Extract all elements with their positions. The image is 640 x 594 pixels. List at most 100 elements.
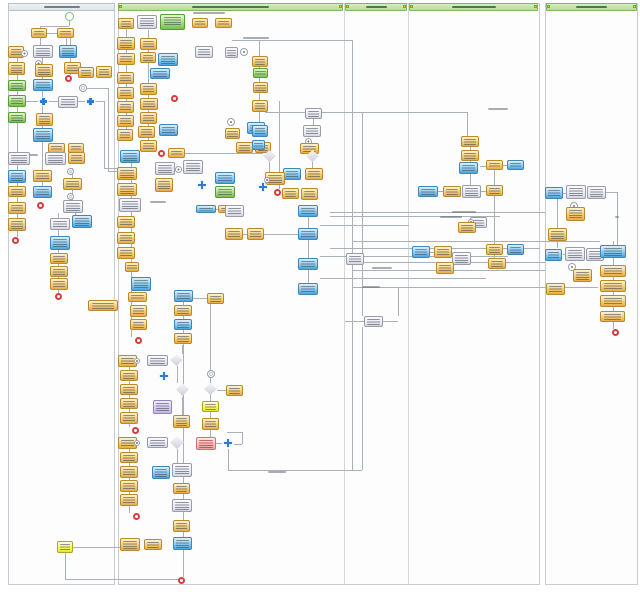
task-node[interactable] [57,28,74,38]
start-event[interactable] [65,12,74,21]
task-node[interactable] [301,188,318,200]
task-node[interactable] [168,148,185,158]
task-node[interactable] [174,305,192,316]
task-node[interactable] [225,228,243,240]
task-node[interactable] [120,452,138,463]
gateway-exclusive[interactable] [306,150,319,162]
end-event[interactable] [612,329,619,336]
task-node[interactable] [33,79,53,91]
lane-collapse-marker[interactable] [547,5,550,8]
task-node[interactable] [117,87,134,99]
task-node[interactable] [50,236,70,250]
task-node[interactable] [117,232,135,244]
task-node[interactable] [155,178,173,192]
task-node[interactable] [252,125,268,137]
task-node[interactable] [412,246,430,258]
gateway-parallel[interactable] [257,181,269,193]
gateway-parallel[interactable] [196,179,208,191]
task-node[interactable] [33,128,53,142]
task-node[interactable] [152,466,170,479]
end-event[interactable] [171,95,178,102]
task-node[interactable] [78,67,94,78]
task-node[interactable] [300,143,319,154]
gateway-exclusive[interactable] [204,383,217,395]
task-node[interactable] [565,247,585,261]
task-node[interactable] [128,292,147,302]
task-node[interactable] [225,128,240,139]
task-node[interactable] [120,466,138,478]
task-node[interactable] [8,170,26,183]
lane-header[interactable] [409,3,538,11]
task-node[interactable] [600,265,626,277]
task-node[interactable] [253,82,268,93]
task-node[interactable] [68,152,85,164]
task-node[interactable] [174,319,192,330]
task-node[interactable] [120,370,138,381]
task-node[interactable] [117,183,137,196]
task-node[interactable] [140,112,157,124]
task-node[interactable] [8,62,25,75]
task-node[interactable] [137,15,157,29]
task-node[interactable] [215,186,235,198]
task-node[interactable] [63,200,83,213]
task-node[interactable] [120,412,138,424]
task-node[interactable] [64,62,81,74]
task-node[interactable] [8,218,26,231]
task-node[interactable] [117,37,135,50]
gateway-parallel[interactable] [158,370,170,382]
task-node[interactable] [364,316,383,327]
task-node[interactable] [33,170,52,182]
lane-collapse-marker[interactable] [119,5,122,8]
gateway-parallel[interactable] [38,96,49,107]
task-node[interactable] [215,18,232,28]
end-event[interactable] [65,75,72,82]
task-node[interactable] [36,113,53,126]
task-node[interactable] [138,126,155,138]
boundary-event[interactable] [134,440,140,446]
task-node[interactable] [130,319,147,330]
task-node[interactable] [458,222,476,233]
task-node[interactable] [174,290,193,302]
task-node[interactable] [120,538,140,551]
task-node[interactable] [226,385,243,396]
task-node[interactable] [202,418,219,430]
boundary-event[interactable] [264,177,270,183]
task-node[interactable] [253,68,268,78]
task-node[interactable] [173,483,190,494]
task-node[interactable] [120,398,138,409]
boundary-event[interactable] [134,358,140,364]
task-node[interactable] [195,46,213,58]
end-event[interactable] [274,189,281,196]
task-node[interactable] [486,244,503,255]
task-node[interactable] [50,218,70,230]
task-node[interactable] [173,520,190,532]
task-node[interactable] [174,333,192,344]
task-node[interactable] [140,83,157,95]
gateway-parallel[interactable] [85,96,96,107]
task-node[interactable] [172,499,192,512]
task-node[interactable] [31,28,47,38]
task-node[interactable] [192,18,208,28]
task-node[interactable] [8,152,30,165]
task-node[interactable] [172,463,192,477]
lane-collapse-marker[interactable] [633,5,636,8]
end-event[interactable] [135,337,142,344]
gateway-exclusive[interactable] [176,383,189,396]
task-node[interactable] [252,140,265,150]
lane-collapse-marker[interactable] [339,5,342,8]
task-node[interactable] [488,258,506,269]
task-node[interactable] [120,150,140,163]
task-node[interactable] [57,541,73,553]
gateway-exclusive[interactable] [170,436,184,449]
task-node[interactable] [140,52,156,63]
task-node[interactable] [8,95,26,107]
task-node[interactable] [196,205,216,213]
task-node[interactable] [600,311,625,322]
end-event[interactable] [37,202,44,209]
task-node[interactable] [63,178,82,190]
task-node[interactable] [225,47,238,58]
task-node[interactable] [202,401,219,412]
task-node[interactable] [147,437,168,448]
task-node[interactable] [298,228,318,240]
task-node[interactable] [546,283,565,295]
